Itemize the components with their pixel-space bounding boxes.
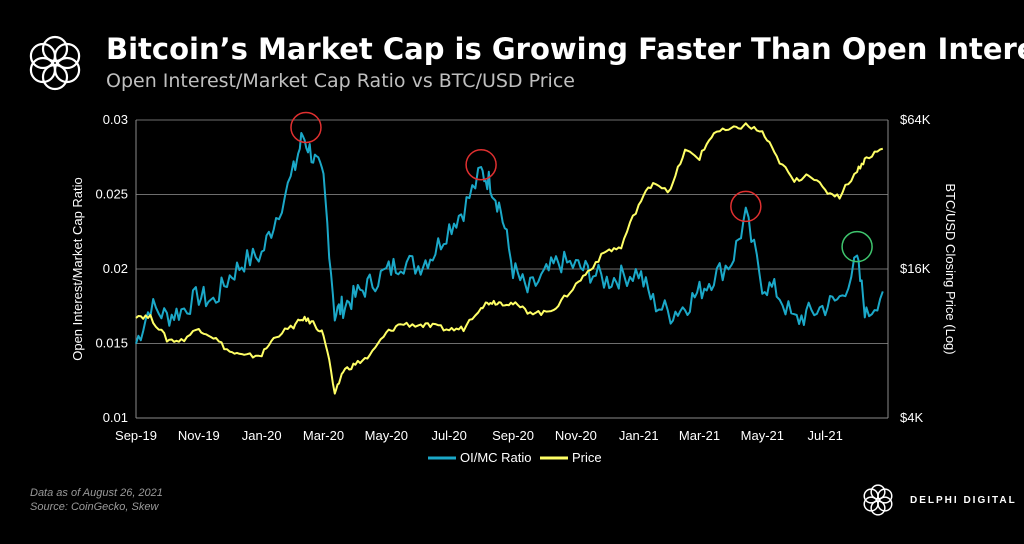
flower-logo-icon [863,484,893,516]
y-left-tick-label: 0.01 [103,410,128,425]
x-tick-label: May-21 [741,428,784,443]
x-tick-label: Nov-20 [555,428,597,443]
y-right-tick-label: $4K [900,410,923,425]
legend-item-oi-mc-ratio: OI/MC Ratio [460,450,532,465]
y-right-tick-label: $16K [900,261,931,276]
x-tick-label: Mar-21 [679,428,720,443]
chart-subtitle: Open Interest/Market Cap Ratio vs BTC/US… [106,70,575,92]
x-tick-label: Jan-20 [242,428,282,443]
chart-title: Bitcoin’s Market Cap is Growing Faster T… [106,32,1024,66]
x-tick-label: Mar-20 [303,428,344,443]
x-tick-label: Jan-21 [619,428,659,443]
annotation-circle [465,148,497,181]
x-tick-label: Sep-20 [492,428,534,443]
x-tick-label: Jul-21 [807,428,842,443]
data-date-note: Data as of August 26, 2021 [30,487,163,499]
legend-item-price: Price [572,450,602,465]
annotation-circle [730,190,762,223]
x-tick-label: Sep-19 [115,428,157,443]
brand-name: DELPHI DIGITAL [910,495,1017,506]
y-left-tick-label: 0.015 [95,336,128,351]
flower-logo-icon [29,35,81,91]
x-tick-label: Jul-20 [431,428,466,443]
y-left-tick-label: 0.03 [103,112,128,127]
source-note: Source: CoinGecko, Skew [30,501,159,513]
annotation-circle [290,111,322,144]
y-left-tick-label: 0.02 [103,261,128,276]
series-line-oi-mc-ratio [135,132,884,344]
y-left-tick-label: 0.025 [95,187,128,202]
y-right-tick-label: $64K [900,112,931,127]
annotation-circle [841,230,873,263]
series-line-price [135,122,884,395]
y-left-axis-title: Open Interest/Market Cap Ratio [70,177,85,361]
y-right-axis-title: BTC/USD Closing Price (Log) [943,183,958,354]
x-tick-label: Nov-19 [178,428,220,443]
x-tick-label: May-20 [365,428,408,443]
